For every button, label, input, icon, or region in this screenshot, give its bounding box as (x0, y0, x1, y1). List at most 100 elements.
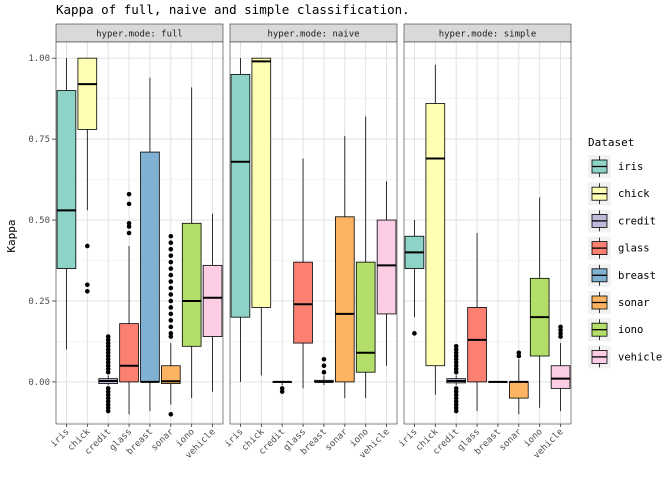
outlier-point (168, 285, 174, 291)
outlier-point (279, 389, 285, 394)
outlier-point (105, 347, 111, 352)
box-chick (251, 57, 272, 376)
x-tick-label: sonar (324, 427, 351, 454)
outlier-point (168, 331, 174, 336)
x-tick-label: sonar (150, 427, 177, 454)
box-sonar (335, 135, 355, 399)
outlier-point (453, 360, 459, 365)
box-body (230, 73, 251, 318)
panel-border (229, 41, 398, 425)
box-body (355, 261, 376, 373)
box-breast (314, 356, 334, 386)
outlier-point (105, 356, 111, 362)
box-body (251, 57, 272, 308)
box-glass (467, 233, 487, 412)
outlier-point (453, 363, 459, 369)
box-body (550, 365, 571, 389)
box-body (140, 151, 160, 383)
outlier-point (105, 334, 111, 339)
legend-item-glass: glass (588, 236, 650, 260)
outlier-point (558, 331, 563, 336)
legend-label: credit (618, 215, 656, 227)
outlier-point (168, 240, 174, 246)
outlier-point (453, 405, 459, 411)
outlier-point (105, 405, 111, 411)
outlier-point (168, 311, 174, 317)
facet-strip-label: hyper.mode: full (96, 30, 183, 40)
facet-panel: hyper.mode: fullirischickcreditglassbrea… (49, 23, 224, 461)
box-iono (529, 197, 550, 408)
outlier-point (453, 369, 459, 375)
box-iono (355, 116, 376, 399)
outlier-point (105, 353, 111, 359)
box-body (77, 57, 98, 130)
outlier-point (105, 337, 111, 343)
box-body (425, 103, 446, 367)
outlier-point (105, 399, 111, 404)
legend-item-vehicle: vehicle (588, 345, 662, 369)
outlier-point (453, 395, 459, 401)
box-vehicle (202, 213, 223, 392)
outlier-point (105, 395, 111, 401)
outlier-point (453, 402, 459, 407)
outlier-point (168, 279, 174, 284)
box-breast (488, 380, 508, 383)
legend-item-chick: chick (588, 182, 650, 206)
box-credit (98, 334, 118, 414)
panel-border (403, 41, 572, 425)
outlier-point (168, 253, 174, 258)
facet-panel: hyper.mode: simpleirischickcreditglassbr… (397, 23, 572, 461)
outlier-point (321, 363, 327, 369)
outlier-point (126, 201, 132, 207)
outlier-point (168, 318, 174, 323)
legend-label: chick (618, 188, 650, 200)
box-glass (293, 158, 313, 389)
box-iris (56, 58, 77, 350)
y-tick-label: 0.25 (28, 297, 50, 307)
outlier-point (85, 282, 90, 288)
outlier-point (168, 324, 174, 330)
outlier-point (168, 334, 174, 339)
outlier-point (105, 369, 111, 375)
legend-item-breast: breast (588, 263, 656, 287)
outlier-point (85, 288, 90, 294)
outlier-point (453, 350, 459, 356)
box-iris (404, 220, 425, 336)
outlier-point (453, 386, 459, 391)
outlier-point (105, 344, 111, 349)
y-tick-label: 0.75 (28, 135, 50, 145)
box-body (119, 323, 139, 383)
outlier-point (105, 340, 111, 346)
outlier-point (105, 360, 111, 365)
box-body (335, 216, 355, 383)
outlier-point (321, 369, 327, 375)
outlier-point (516, 353, 522, 359)
y-tick-label: 1.00 (28, 54, 50, 64)
box-credit (446, 344, 466, 414)
facet-panels: hyper.mode: fullirischickcreditglassbrea… (49, 23, 572, 461)
outlier-point (126, 230, 132, 236)
chart-title: Kappa of full, naive and simple classifi… (56, 2, 410, 17)
outlier-point (558, 327, 563, 333)
legend-label: glass (618, 243, 650, 255)
outlier-point (105, 389, 111, 394)
legend-label: breast (618, 270, 656, 282)
outlier-point (558, 334, 563, 339)
box-body (161, 365, 181, 384)
legend-item-sonar: sonar (588, 291, 650, 314)
outlier-point (105, 386, 111, 391)
box-body (509, 381, 529, 399)
outlier-point (126, 191, 132, 197)
box-chick (77, 57, 98, 294)
outlier-point (168, 259, 174, 265)
legend-item-credit: credit (588, 209, 656, 233)
box-sonar (509, 350, 529, 415)
facet-strip-label: hyper.mode: naive (267, 30, 359, 40)
box-vehicle (376, 181, 397, 366)
legend-item-iris: iris (588, 155, 643, 178)
outlier-point (105, 392, 111, 398)
outlier-point (516, 350, 522, 356)
outlier-point (453, 392, 459, 398)
box-body (376, 219, 397, 315)
